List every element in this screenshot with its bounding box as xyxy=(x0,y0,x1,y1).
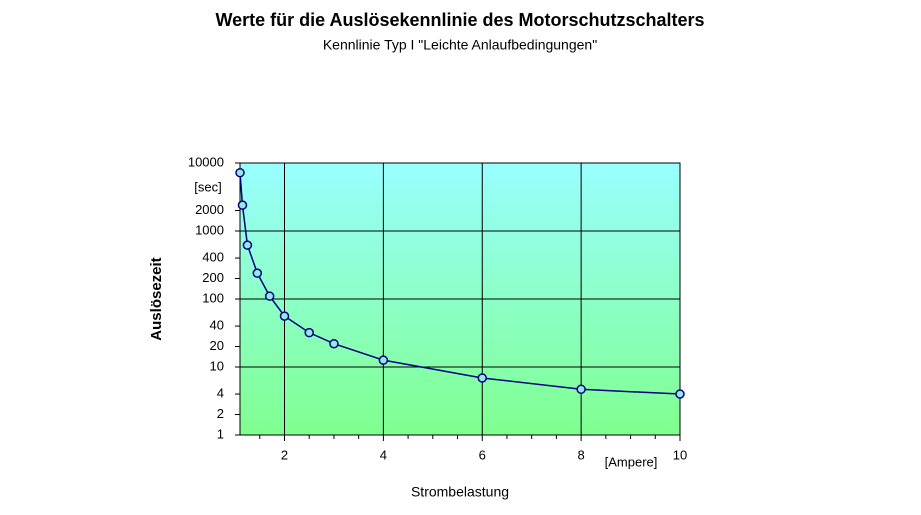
x-axis-label: Strombelastung xyxy=(411,484,509,500)
chart-title: Werte für die Auslösekennlinie des Motor… xyxy=(215,10,704,30)
data-point xyxy=(237,200,248,210)
y-tick-label: 200 xyxy=(202,270,224,285)
data-point xyxy=(279,311,290,321)
y-tick-label: 20 xyxy=(210,338,224,353)
y-tick-label: 40 xyxy=(210,317,224,332)
x-tick-label: 4 xyxy=(380,447,387,462)
data-point xyxy=(304,327,314,338)
data-point xyxy=(477,373,487,383)
y-tick-label: 1000 xyxy=(195,222,224,237)
x-tick-label: 2 xyxy=(281,447,288,462)
data-point xyxy=(378,355,389,365)
x-tick-label: 8 xyxy=(578,447,585,462)
data-point xyxy=(675,389,685,399)
data-point xyxy=(235,167,245,178)
y-tick-label: 10000 xyxy=(188,154,224,169)
data-point xyxy=(252,268,263,278)
y-tick-label: 2 xyxy=(217,406,224,421)
y-tick-label: 10 xyxy=(210,358,224,373)
y-tick-label: 100 xyxy=(202,290,224,305)
data-point xyxy=(576,384,586,395)
data-point xyxy=(264,291,275,301)
y-axis-label: Auslösezeit xyxy=(148,257,165,340)
plot-frame xyxy=(239,162,681,436)
y-tick-label: 400 xyxy=(202,249,224,264)
data-point xyxy=(242,240,253,250)
x-tick-label: 10 xyxy=(673,447,687,462)
chart-subtitle: Kennlinie Typ I "Leichte Anlaufbedingung… xyxy=(323,37,597,53)
y-tick-label: 2000 xyxy=(195,202,224,217)
x-unit: [Ampere] xyxy=(605,454,658,469)
y-tick-label: 1 xyxy=(217,426,224,441)
x-tick-label: 6 xyxy=(479,447,486,462)
y-unit: [sec] xyxy=(194,179,221,194)
series-line xyxy=(239,172,681,395)
data-point xyxy=(329,338,339,349)
y-tick-label: 4 xyxy=(217,385,224,400)
